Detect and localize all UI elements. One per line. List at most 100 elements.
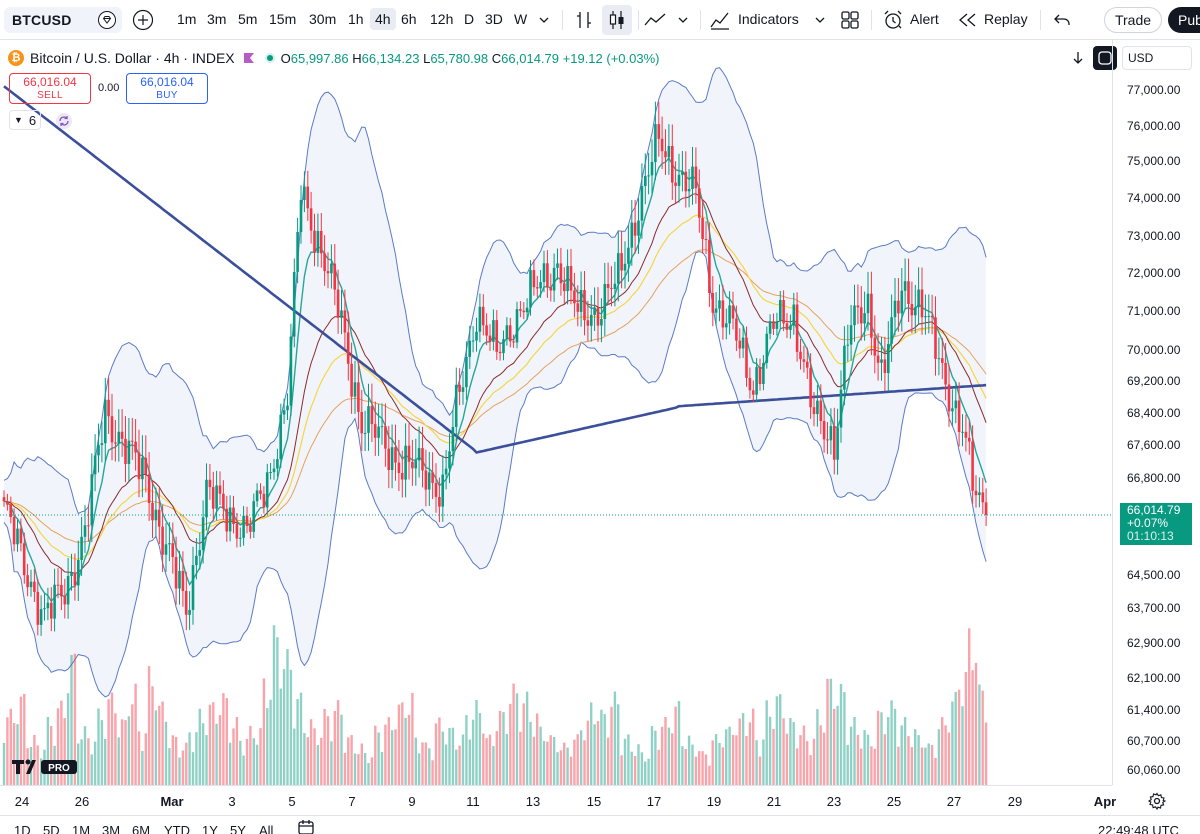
chevron-down-icon[interactable]	[812, 8, 828, 32]
timeframe-1h[interactable]: 1h	[348, 11, 364, 27]
chevron-down-icon[interactable]	[675, 8, 691, 32]
candle-body	[579, 290, 583, 312]
compare-plus-icon[interactable]	[132, 9, 154, 31]
candle-body	[195, 555, 198, 566]
line-style-icon[interactable]	[643, 8, 667, 32]
candles-style-button[interactable]	[602, 5, 632, 35]
volume-bar	[428, 748, 431, 785]
range-5y[interactable]: 5Y	[230, 823, 246, 834]
trade-button[interactable]: Trade	[1104, 7, 1162, 33]
price-chart[interactable]	[0, 40, 1112, 785]
candle-body	[100, 443, 104, 445]
range-1y[interactable]: 1Y	[202, 823, 218, 834]
alarm-clock-icon[interactable]	[881, 8, 905, 32]
volume-bar	[853, 717, 856, 785]
volume-bar	[546, 741, 549, 785]
bar-style-icon[interactable]	[572, 8, 596, 32]
publish-button[interactable]: Pub	[1168, 7, 1200, 33]
range-1m[interactable]: 1M	[72, 823, 91, 834]
candle-body	[927, 315, 931, 317]
candle-body	[738, 340, 742, 349]
timeframe-30m[interactable]: 30m	[309, 11, 337, 27]
indicators-button[interactable]: Indicators	[738, 11, 799, 27]
arrow-down-icon[interactable]	[1068, 48, 1088, 68]
timeframe-5m[interactable]: 5m	[238, 11, 258, 27]
volume-bar	[104, 739, 107, 785]
currency-select[interactable]: USD	[1122, 46, 1192, 70]
undo-icon[interactable]	[1050, 8, 1074, 32]
sell-button[interactable]: 66,016.04 SELL	[9, 73, 91, 104]
candle-body	[309, 208, 313, 231]
range-all[interactable]: All	[259, 823, 274, 834]
range-1d[interactable]: 1D	[14, 823, 31, 834]
symbol-search[interactable]: BTCUSD	[4, 7, 122, 33]
range-5d[interactable]: 5D	[43, 823, 60, 834]
time-axis[interactable]	[0, 785, 1112, 815]
sync-icon[interactable]	[55, 112, 73, 130]
candle-body	[610, 287, 613, 289]
chevron-down-icon[interactable]	[536, 8, 552, 32]
price-axis[interactable]	[1112, 40, 1200, 785]
volume-bar	[957, 689, 961, 785]
indicators-icon[interactable]	[708, 8, 732, 32]
diamond-icon[interactable]	[98, 11, 116, 29]
candle-body	[188, 610, 191, 615]
timeframe-d[interactable]: D	[464, 11, 475, 27]
fullscreen-button[interactable]	[1093, 46, 1117, 70]
replay-button[interactable]: Replay	[984, 11, 1028, 27]
volume-bar	[377, 732, 380, 785]
timeframe-3d[interactable]: 3D	[485, 11, 503, 27]
volume-bar	[809, 755, 812, 785]
symbol-title[interactable]: Bitcoin / U.S. Dollar · 4h · INDEX	[30, 50, 235, 66]
candle-body	[667, 146, 671, 158]
calendar-icon[interactable]	[298, 820, 314, 834]
candle-body	[33, 581, 36, 592]
timeframe-12h[interactable]: 12h	[430, 11, 454, 27]
volume-bar	[151, 686, 154, 785]
indicators-toggle[interactable]: ▼ 6	[9, 110, 41, 130]
timeframe-w[interactable]: W	[514, 11, 528, 27]
candle-body	[390, 447, 394, 470]
time-tick: 15	[586, 794, 602, 809]
volume-bar	[107, 699, 110, 785]
candle-body	[272, 468, 276, 473]
timeframe-15m[interactable]: 15m	[269, 11, 297, 27]
candle-body	[870, 293, 873, 338]
last-price-label: 66,014.79 +0.07% 01:10:13	[1120, 503, 1192, 545]
candle-body	[947, 384, 951, 412]
alert-button[interactable]: Alert	[910, 11, 939, 27]
last-change: +0.07%	[1127, 516, 1169, 530]
candle-body	[758, 367, 762, 384]
layouts-grid-icon[interactable]	[838, 8, 862, 32]
volume-bar	[455, 749, 458, 785]
volume-bar	[826, 678, 829, 785]
timeframe-1m[interactable]: 1m	[177, 11, 197, 27]
volume-bar	[978, 684, 981, 785]
candle-body	[856, 305, 860, 308]
utc-clock[interactable]: 22:49:48 UTC	[1098, 823, 1179, 834]
candle-body	[458, 384, 461, 392]
volume-bar	[394, 729, 397, 785]
candle-body	[87, 525, 90, 527]
flag-icon[interactable]	[243, 52, 255, 64]
timeframe-3m[interactable]: 3m	[207, 11, 227, 27]
chevron-down-icon: ▼	[14, 115, 23, 125]
range-6m[interactable]: 6M	[132, 823, 151, 834]
range-3m[interactable]: 3M	[102, 823, 121, 834]
candle-body	[937, 358, 941, 360]
time-tick: 7	[348, 794, 356, 809]
volume-bar	[360, 743, 363, 785]
volume-bar	[306, 737, 309, 785]
volume-bar	[917, 735, 920, 785]
timeframe-4h[interactable]: 4h	[370, 8, 396, 30]
volume-bar	[120, 719, 124, 785]
replay-icon[interactable]	[955, 8, 979, 32]
candle-body	[853, 305, 856, 326]
candle-body	[603, 284, 607, 319]
buy-button[interactable]: 66,016.04 BUY	[126, 73, 208, 104]
range-ytd[interactable]: YTD	[164, 823, 190, 834]
volume-bar	[947, 732, 951, 785]
gear-icon[interactable]	[1148, 792, 1166, 810]
timeframe-6h[interactable]: 6h	[401, 11, 417, 27]
volume-bar	[691, 744, 694, 785]
